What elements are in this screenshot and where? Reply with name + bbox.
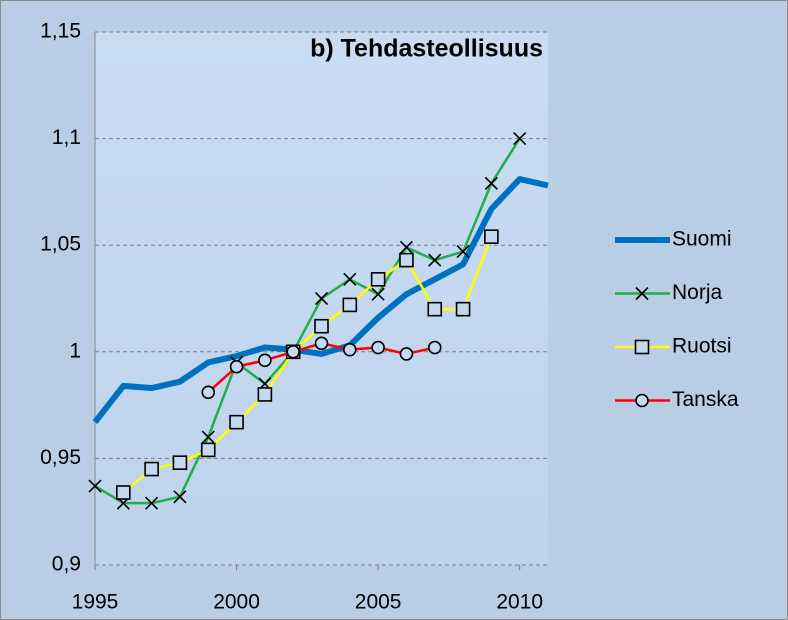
data-point xyxy=(371,287,385,301)
data-point xyxy=(145,496,159,510)
x-tick-label: 2010 xyxy=(496,591,543,614)
data-point xyxy=(428,253,442,267)
data-point-stroke xyxy=(371,287,385,301)
data-point-stroke xyxy=(428,253,442,267)
data-point xyxy=(229,359,244,374)
legend-marker xyxy=(635,393,649,408)
data-point-stroke xyxy=(456,245,470,259)
data-point xyxy=(201,385,216,400)
data-point xyxy=(484,176,498,190)
legend-label: Ruotsi xyxy=(672,335,732,358)
data-point xyxy=(343,272,357,286)
x-tick-label: 1995 xyxy=(72,591,119,614)
data-point xyxy=(314,336,329,351)
data-point-stroke xyxy=(173,490,187,504)
data-point xyxy=(172,455,188,470)
data-point xyxy=(116,485,131,500)
data-point xyxy=(456,245,470,259)
data-point xyxy=(399,252,414,268)
legend-label: Norja xyxy=(672,281,723,304)
data-point-stroke xyxy=(201,430,215,444)
legend-marker xyxy=(634,339,650,355)
data-point xyxy=(370,272,386,287)
y-tick-label: 0,95 xyxy=(40,446,81,469)
data-point xyxy=(201,430,215,444)
data-point xyxy=(427,301,443,317)
series-line xyxy=(92,176,549,425)
x-tick-label: 2005 xyxy=(355,591,402,614)
legend-marker xyxy=(635,286,649,301)
data-point xyxy=(144,461,159,477)
data-point xyxy=(257,387,273,402)
data-point xyxy=(258,353,272,368)
y-tick-label: 1,15 xyxy=(40,20,81,43)
data-point-stroke xyxy=(314,291,329,306)
data-point xyxy=(399,347,414,361)
y-tick-label: 1,05 xyxy=(40,233,81,256)
x-tick-label: 2000 xyxy=(213,591,260,614)
data-point-stroke xyxy=(399,240,414,254)
data-point xyxy=(399,240,414,254)
data-point-stroke xyxy=(145,496,159,510)
data-point xyxy=(513,132,527,146)
legend-label: Tanska xyxy=(672,388,739,411)
chart-title: b) Tehdasteollisuus xyxy=(310,35,543,63)
y-tick-label: 0,9 xyxy=(52,553,81,576)
series-line xyxy=(94,137,521,505)
data-point xyxy=(229,414,244,430)
y-tick-label: 1 xyxy=(69,339,81,362)
data-point xyxy=(314,318,329,334)
legend-label: Suomi xyxy=(672,228,732,251)
data-point xyxy=(371,340,385,355)
data-point-stroke xyxy=(484,176,498,190)
legend-marker-stroke xyxy=(635,286,649,301)
data-point xyxy=(286,344,300,359)
data-point xyxy=(314,291,329,306)
data-point xyxy=(173,490,187,504)
y-tick-label: 1,1 xyxy=(52,126,81,149)
data-point xyxy=(88,479,102,493)
data-point xyxy=(200,442,216,458)
data-point-stroke xyxy=(513,132,527,146)
data-point xyxy=(342,297,358,313)
data-point xyxy=(427,340,442,355)
data-point xyxy=(455,301,471,317)
data-point-stroke xyxy=(88,479,102,493)
data-point xyxy=(343,342,357,357)
data-point-stroke xyxy=(343,272,357,286)
data-point xyxy=(484,229,499,244)
